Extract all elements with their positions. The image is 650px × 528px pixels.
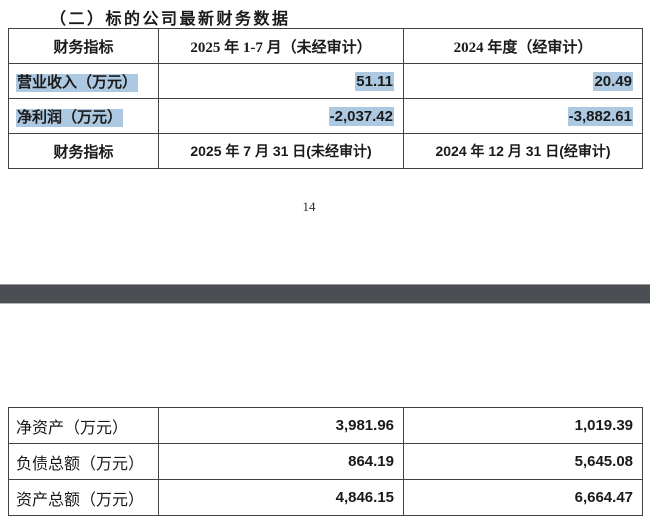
- highlighted-text: -3,882.61: [567, 106, 633, 126]
- cell-value: 20.49: [403, 63, 643, 99]
- highlighted-text: -2,037.42: [328, 106, 394, 126]
- cell-value: 1,019.39: [403, 407, 643, 444]
- table-row-total-assets: 资产总额（万元） 4,846.15 6,664.47: [8, 479, 643, 516]
- highlighted-text: 51.11: [355, 71, 394, 91]
- table-subheader-row: 财务指标 2025 年 7 月 31 日(未经审计) 2024 年 12 月 3…: [8, 133, 643, 169]
- cell-value: 5,645.08: [403, 443, 643, 480]
- column-header-indicator: 财务指标: [8, 28, 159, 64]
- column-header-2024: 2024 年度（经审计）: [403, 28, 643, 64]
- page-separator-bar: [0, 284, 650, 304]
- highlighted-text: 20.49: [593, 71, 633, 91]
- cell-value: 51.11: [158, 63, 404, 99]
- financial-table-balance: 净资产（万元） 3,981.96 1,019.39 负债总额（万元） 864.1…: [8, 407, 643, 516]
- table-header-row: 财务指标 2025 年 1-7 月（未经审计） 2024 年度（经审计）: [8, 28, 643, 64]
- cell-value: -2,037.42: [158, 98, 404, 134]
- table-row-net-assets: 净资产（万元） 3,981.96 1,019.39: [8, 407, 643, 444]
- cell-value: 3,981.96: [158, 407, 404, 444]
- cell-value: 864.19: [158, 443, 404, 480]
- highlighted-text: 净利润（万元）: [16, 108, 124, 127]
- table-row-net-profit: 净利润（万元） -2,037.42 -3,882.61: [8, 98, 643, 134]
- highlighted-text: 营业收入（万元）: [16, 73, 139, 92]
- row-label: 营业收入（万元）: [8, 63, 159, 99]
- column-header-2025: 2025 年 1-7 月（未经审计）: [158, 28, 404, 64]
- section-heading: （二）标的公司最新财务数据: [50, 11, 291, 28]
- cell-date-2025: 2025 年 7 月 31 日(未经审计): [158, 133, 404, 169]
- financial-table-income: 财务指标 2025 年 1-7 月（未经审计） 2024 年度（经审计） 营业收…: [8, 28, 643, 169]
- table-row-total-liabilities: 负债总额（万元） 864.19 5,645.08: [8, 443, 643, 480]
- row-label: 净资产（万元）: [8, 407, 159, 444]
- table-row-revenue: 营业收入（万元） 51.11 20.49: [8, 63, 643, 99]
- cell-value: 4,846.15: [158, 479, 404, 516]
- cell-date-2024: 2024 年 12 月 31 日(经审计): [403, 133, 643, 169]
- row-label: 资产总额（万元）: [8, 479, 159, 516]
- row-label: 财务指标: [8, 133, 159, 169]
- cell-value: -3,882.61: [403, 98, 643, 134]
- row-label: 净利润（万元）: [8, 98, 159, 134]
- page-number: 14: [302, 199, 316, 214]
- row-label: 负债总额（万元）: [8, 443, 159, 480]
- cell-value: 6,664.47: [403, 479, 643, 516]
